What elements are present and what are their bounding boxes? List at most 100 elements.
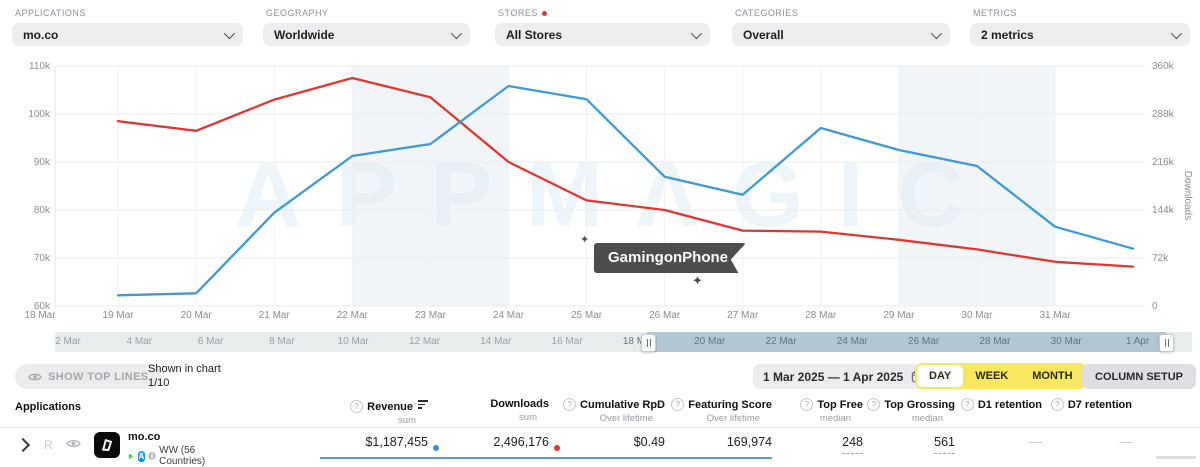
axis-tick-label: 70k bbox=[33, 253, 50, 264]
scrubber-right-handle[interactable] bbox=[1159, 334, 1174, 352]
column-header-downloads[interactable]: Downloads sum bbox=[428, 398, 549, 423]
show-top-lines-button[interactable]: SHOW TOP LINES bbox=[15, 364, 162, 389]
scrubber-date-label: 14 Mar bbox=[480, 336, 512, 347]
metrics-value: 2 metrics bbox=[981, 27, 1034, 42]
table-header: Applications Revenue sum Downloads sum C… bbox=[0, 398, 1200, 427]
axis-tick-label: 22 Mar bbox=[336, 310, 368, 321]
expand-chevron-icon[interactable] bbox=[15, 437, 31, 453]
sort-descending-icon[interactable] bbox=[418, 398, 428, 409]
granularity-week[interactable]: WEEK bbox=[975, 370, 1009, 382]
scrubber-date-label: 26 Mar bbox=[908, 336, 940, 347]
scrubber-date-label: 28 Mar bbox=[979, 336, 1011, 347]
date-range-picker[interactable]: 1 Mar 2025 — 1 Apr 2025 bbox=[753, 364, 935, 389]
app-icon bbox=[94, 432, 120, 458]
column-header-top-free[interactable]: Top Free median bbox=[772, 398, 863, 424]
scrubber-date-label: 18 Mar bbox=[622, 336, 654, 347]
cell-cumulative-rpd[interactable]: $0.49 bbox=[549, 435, 665, 459]
geography-value: Worldwide bbox=[274, 27, 335, 42]
cell-d7-retention: — bbox=[1119, 435, 1133, 449]
help-icon[interactable] bbox=[350, 399, 364, 413]
cell-top-grossing[interactable]: 561 bbox=[863, 435, 955, 454]
axis-tick-label: 0 bbox=[1152, 301, 1158, 312]
timeline-scrubber[interactable]: 2 Mar 4 Mar 6 Mar 8 Mar 10 Mar 12 Mar 14 Mar 16… bbox=[55, 332, 1192, 352]
table-row[interactable]: R mo.co A WW (56 Countries) $1,187,455 2… bbox=[0, 427, 1200, 467]
eye-icon bbox=[28, 373, 42, 380]
applications-select[interactable]: mo.co bbox=[12, 23, 243, 46]
chevron-down-icon bbox=[690, 27, 703, 39]
downloads-series-dot bbox=[554, 445, 560, 451]
axis-tick-label: 80k bbox=[33, 205, 50, 216]
granularity-day[interactable]: DAY bbox=[917, 365, 964, 387]
scrubber-date-label: 30 Mar bbox=[1050, 336, 1082, 347]
column-header-d1-retention[interactable]: D1 retention bbox=[955, 398, 1042, 411]
scrubber-date-label: 4 Mar bbox=[126, 336, 153, 347]
scrubber-date-label: 10 Mar bbox=[337, 336, 369, 347]
stores-select[interactable]: All Stores bbox=[495, 23, 710, 46]
scrubber-date-label: 12 Mar bbox=[408, 336, 441, 347]
scrubber-date-label: 6 Mar bbox=[197, 336, 224, 347]
cell-top-free[interactable]: 248 bbox=[772, 435, 863, 454]
geography-select[interactable]: Worldwide bbox=[263, 23, 470, 46]
axis-tick-label: 31 Mar bbox=[1039, 310, 1071, 321]
column-header-featuring-score[interactable]: Featuring Score Over lifetime bbox=[665, 398, 772, 424]
scrubber-date-label: 1 Apr bbox=[1125, 336, 1150, 347]
show-top-lines-label: SHOW TOP LINES bbox=[48, 370, 149, 383]
date-range-value: 1 Mar 2025 — 1 Apr 2025 bbox=[763, 369, 904, 384]
chevron-down-icon bbox=[450, 27, 463, 39]
help-icon[interactable] bbox=[800, 398, 814, 411]
help-icon[interactable] bbox=[867, 398, 881, 411]
axis-tick-label: 360k bbox=[1152, 61, 1174, 72]
axis-tick-label: 60k bbox=[33, 301, 50, 312]
column-subtitle: median bbox=[819, 413, 851, 424]
axis-tick-label: 216k bbox=[1152, 157, 1174, 168]
chart-plot-area bbox=[54, 65, 1145, 307]
axis-tick-label: 30 Mar bbox=[961, 310, 993, 321]
axis-tick-label: 100k bbox=[28, 109, 50, 120]
filter-stores: STORES All Stores bbox=[495, 8, 710, 46]
filter-metrics-label: METRICS bbox=[973, 8, 1017, 18]
cell-revenue[interactable]: $1,187,455 bbox=[320, 435, 439, 459]
cell-featuring-score[interactable]: 169,974 bbox=[665, 435, 772, 459]
column-header-d7-retention[interactable]: D7 retention bbox=[1042, 398, 1132, 411]
axis-tick-label: 110k bbox=[29, 61, 50, 72]
column-header-top-grossing[interactable]: Top Grossing median bbox=[863, 398, 955, 424]
app-name[interactable]: mo.co bbox=[128, 431, 161, 443]
categories-select[interactable]: Overall bbox=[732, 23, 950, 46]
filter-geography: GEOGRAPHY Worldwide bbox=[263, 8, 470, 46]
shown-in-chart-label: Shown in chart bbox=[148, 363, 221, 375]
app-meta: A WW (56 Countries) bbox=[128, 445, 216, 467]
sparkle-icon: ✦ bbox=[692, 273, 703, 288]
help-icon[interactable] bbox=[1050, 398, 1064, 411]
scrubber-date-label: 8 Mar bbox=[269, 336, 295, 347]
help-icon[interactable] bbox=[563, 398, 577, 411]
visibility-eye-icon[interactable] bbox=[66, 438, 81, 449]
column-setup-button[interactable]: COLUMN SETUP bbox=[1082, 364, 1196, 389]
column-subtitle: sum bbox=[398, 414, 416, 426]
help-icon[interactable] bbox=[960, 398, 974, 411]
cell-downloads[interactable]: 2,496,176 bbox=[428, 435, 560, 459]
scrubber-selection[interactable] bbox=[647, 332, 1166, 352]
axis-tick-label: 18 Mar bbox=[24, 310, 56, 321]
column-subtitle: Over lifetime bbox=[599, 413, 653, 424]
axis-tick-label: 21 Mar bbox=[258, 310, 290, 321]
globe-icon bbox=[148, 452, 156, 460]
filter-categories: CATEGORIES Overall bbox=[732, 8, 950, 46]
axis-tick-label: 23 Mar bbox=[414, 310, 446, 321]
filter-applications-label: APPLICATIONS bbox=[15, 8, 86, 18]
scrubber-date-label: 2 Mar bbox=[55, 336, 81, 347]
granularity-switch: DAY WEEK MONTH bbox=[915, 363, 1087, 389]
scrubber-date-label: 16 Mar bbox=[551, 336, 583, 347]
applications-value: mo.co bbox=[23, 27, 59, 42]
metrics-select[interactable]: 2 metrics bbox=[970, 23, 1190, 46]
column-header-revenue[interactable]: Revenue sum bbox=[320, 398, 428, 426]
axis-tick-label: 20 Mar bbox=[180, 310, 212, 321]
column-header-cumulative-rpd[interactable]: Cumulative RpD Over lifetime bbox=[549, 398, 665, 424]
scrubber-left-handle[interactable] bbox=[641, 334, 656, 352]
moco-logo-icon bbox=[101, 439, 113, 452]
help-icon[interactable] bbox=[671, 398, 685, 411]
shown-in-chart: Shown in chart 1/10 bbox=[148, 362, 221, 390]
granularity-month[interactable]: MONTH bbox=[1032, 370, 1073, 382]
horizontal-scrollbar[interactable] bbox=[1156, 456, 1196, 459]
column-subtitle: median bbox=[911, 413, 943, 424]
categories-value: Overall bbox=[743, 27, 784, 42]
